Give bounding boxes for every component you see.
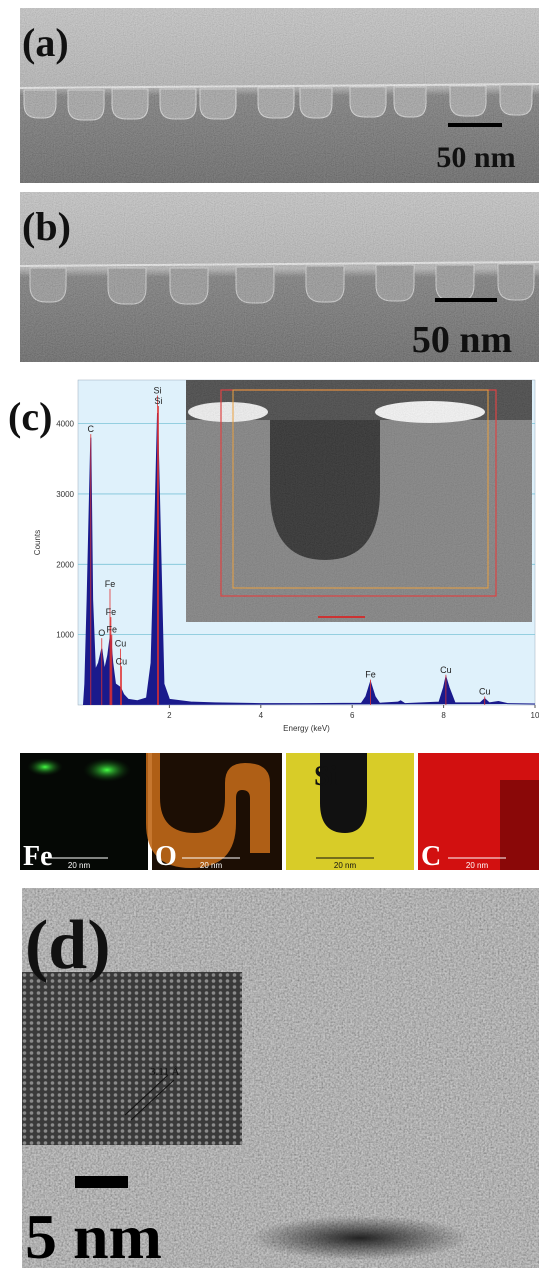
- peak-label: Fe: [107, 625, 118, 635]
- peak-label: Cu: [115, 639, 127, 649]
- inset-lattice: [22, 972, 242, 1145]
- scale-label: 20 nm: [200, 861, 223, 870]
- map-c: [418, 753, 539, 870]
- x-tick-label: 10: [531, 711, 539, 720]
- panel-label: (b): [22, 204, 71, 249]
- panel-b: (b) 50 nm: [19, 192, 539, 362]
- panel-label: (a): [22, 20, 69, 65]
- scale-label: 50 nm: [436, 141, 515, 174]
- y-axis-label: Counts: [33, 530, 42, 555]
- panel-d: 3.11 Å (d) 5 nm: [22, 888, 539, 1270]
- peak-label: Fe: [365, 670, 376, 680]
- y-tick-label: 4000: [56, 420, 74, 429]
- spectrum: [82, 413, 536, 706]
- peak-label: Cu: [479, 687, 491, 697]
- peak-label: Fe: [106, 607, 117, 617]
- panel-label: (d): [25, 907, 111, 984]
- noise: [20, 8, 539, 183]
- y-tick-label: 2000: [56, 560, 74, 569]
- panel-a: (a) 50 nm: [19, 8, 539, 183]
- element-label: Fe: [23, 841, 53, 872]
- map-fe: [20, 753, 148, 870]
- element-maps: Fe 20 nm O 20 nm Si 20 nm C 20 nm: [20, 753, 539, 872]
- peak-label: Fe: [105, 579, 116, 589]
- noise: [20, 192, 539, 362]
- x-tick-label: 8: [441, 711, 446, 720]
- peak-label: Cu: [440, 665, 452, 675]
- d-spacing: 3.11 Å: [150, 1066, 180, 1078]
- x-tick-label: 2: [167, 711, 172, 720]
- y-tick-label: 3000: [56, 490, 74, 499]
- peak-label: O: [98, 628, 105, 638]
- scale-label: 50 nm: [412, 319, 512, 361]
- x-tick-label: 6: [350, 711, 355, 720]
- element-label: O: [155, 841, 177, 872]
- scale-label: 20 nm: [334, 861, 357, 870]
- scale-label: 20 nm: [466, 861, 489, 870]
- scale-bar: [75, 1176, 128, 1188]
- peak-label: Si: [154, 385, 162, 395]
- peak-label: Cu: [116, 656, 128, 666]
- y-tick-label: 1000: [56, 631, 74, 640]
- x-axis-label: Energy (keV): [283, 724, 330, 733]
- peak-label: C: [88, 424, 95, 434]
- panel-label: (c): [8, 394, 52, 439]
- map-o: [146, 753, 282, 870]
- x-tick-label: 4: [259, 711, 264, 720]
- scale-label: 20 nm: [68, 861, 91, 870]
- peak-label: Si: [154, 396, 162, 406]
- element-label: Si: [314, 761, 338, 792]
- element-label: C: [421, 841, 441, 872]
- inset-image: [186, 380, 532, 622]
- map-si: [286, 753, 414, 870]
- scale-label: 5 nm: [25, 1201, 162, 1270]
